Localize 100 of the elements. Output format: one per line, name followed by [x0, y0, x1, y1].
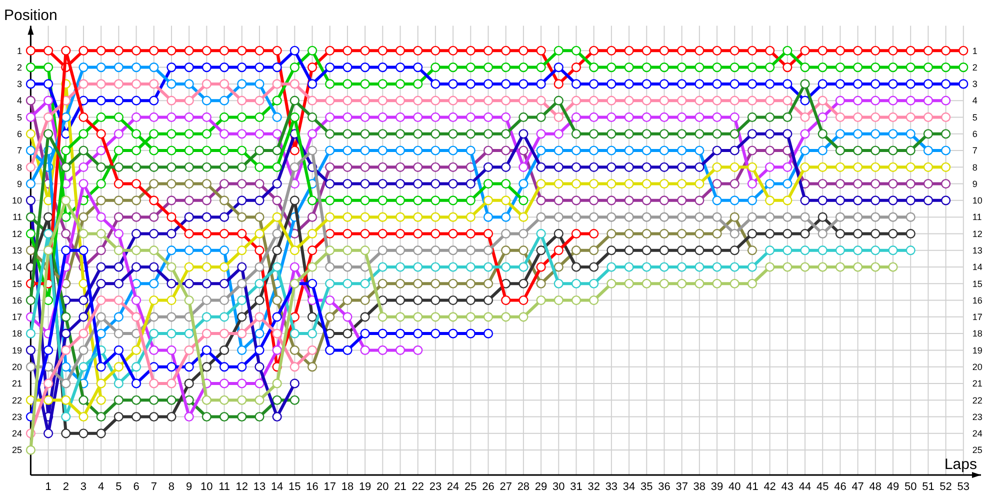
point — [78, 212, 88, 222]
point — [26, 62, 36, 72]
point — [888, 46, 898, 56]
point — [114, 328, 124, 338]
point — [712, 112, 722, 122]
point — [888, 162, 898, 172]
point — [378, 262, 388, 272]
point — [26, 96, 36, 106]
point — [624, 112, 634, 122]
point — [325, 112, 335, 122]
point — [219, 378, 230, 388]
point — [114, 146, 124, 156]
point — [501, 146, 511, 156]
point — [835, 96, 846, 106]
point — [430, 162, 440, 172]
point — [413, 178, 423, 189]
point — [906, 62, 916, 72]
point — [96, 129, 106, 139]
point — [448, 129, 458, 139]
point — [941, 112, 951, 122]
point — [430, 295, 440, 306]
point — [571, 262, 582, 272]
point — [606, 228, 616, 239]
point — [835, 62, 846, 72]
point — [765, 112, 775, 122]
point — [483, 312, 494, 322]
point — [184, 62, 194, 72]
point — [290, 362, 300, 372]
point — [677, 129, 687, 139]
point — [466, 178, 476, 189]
point — [149, 79, 159, 89]
point — [307, 62, 318, 72]
point — [430, 228, 440, 239]
point — [501, 129, 511, 139]
point — [114, 96, 124, 106]
point — [61, 228, 71, 239]
point — [395, 278, 406, 288]
point — [730, 196, 740, 206]
x-tick-label: 53 — [957, 481, 970, 493]
point — [835, 178, 846, 189]
point — [941, 79, 951, 89]
point — [712, 129, 722, 139]
point — [694, 246, 704, 256]
point — [325, 212, 335, 222]
point — [219, 246, 230, 256]
point — [131, 262, 142, 272]
point — [378, 212, 388, 222]
point — [131, 46, 142, 56]
point — [694, 146, 704, 156]
point — [61, 46, 71, 56]
point — [166, 46, 176, 56]
point — [237, 79, 247, 89]
point — [747, 46, 758, 56]
point — [466, 212, 476, 222]
point — [342, 162, 352, 172]
point — [342, 328, 352, 338]
point — [853, 246, 863, 256]
x-tick-label: 6 — [133, 481, 140, 493]
point — [659, 129, 670, 139]
point — [571, 295, 582, 306]
point — [254, 378, 264, 388]
point — [166, 112, 176, 122]
point — [730, 278, 740, 288]
point — [272, 129, 282, 139]
point — [254, 146, 264, 156]
point — [906, 196, 916, 206]
point — [923, 178, 934, 189]
point — [26, 445, 36, 455]
x-tick-label: 44 — [798, 481, 812, 493]
point — [448, 196, 458, 206]
point — [272, 112, 282, 122]
point — [254, 196, 264, 206]
point — [606, 129, 616, 139]
point — [378, 228, 388, 239]
point — [78, 246, 88, 256]
point — [342, 146, 352, 156]
y-axis-title: Position — [4, 7, 58, 24]
point — [272, 412, 282, 422]
point — [202, 162, 212, 172]
point — [554, 278, 564, 288]
point — [219, 112, 230, 122]
point — [589, 228, 599, 239]
y-tick-label: 12 — [12, 228, 22, 239]
point — [378, 196, 388, 206]
y-tick-label: 10 — [12, 196, 22, 206]
point — [395, 345, 406, 355]
point — [254, 412, 264, 422]
point — [606, 212, 616, 222]
point — [730, 46, 740, 56]
x-tick-label: 10 — [200, 481, 213, 493]
point — [202, 112, 212, 122]
point — [694, 196, 704, 206]
point — [483, 129, 494, 139]
point — [237, 295, 247, 306]
x-tick-label: 33 — [605, 481, 618, 493]
point — [202, 196, 212, 206]
point — [554, 228, 564, 239]
point — [342, 178, 352, 189]
point — [272, 162, 282, 172]
point — [131, 129, 142, 139]
